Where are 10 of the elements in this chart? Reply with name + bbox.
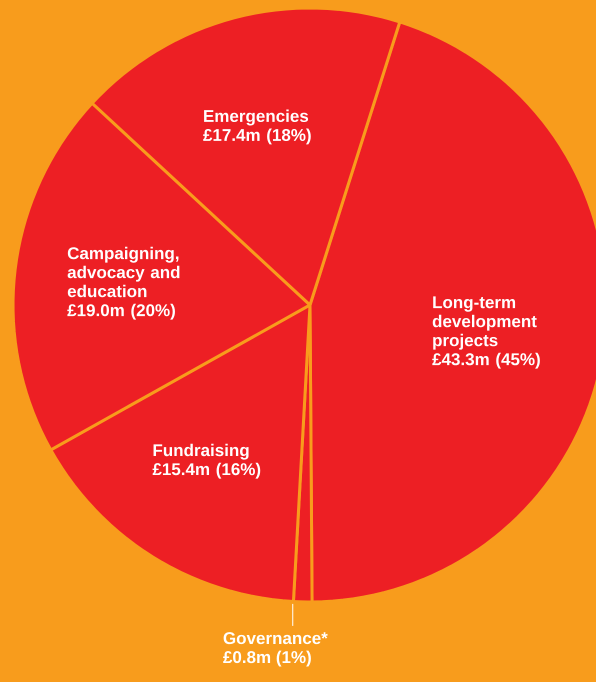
- data-label: £19.0m (20%): [67, 304, 175, 320]
- data-label: £15.4m (16%): [152, 462, 260, 479]
- data-label: £0.8m (1%): [223, 650, 311, 667]
- data-label: £17.4m (18%): [203, 128, 311, 144]
- slice-label: Governance*: [224, 632, 328, 644]
- slice-label: Emergencies: [204, 110, 308, 126]
- slice-label: Fundraising: [154, 444, 249, 460]
- data-label: £43.3m (45%): [432, 352, 540, 369]
- slice-label: Long-term development projects: [432, 296, 537, 350]
- slice-label: Campaigning, advocacy and education: [68, 246, 180, 298]
